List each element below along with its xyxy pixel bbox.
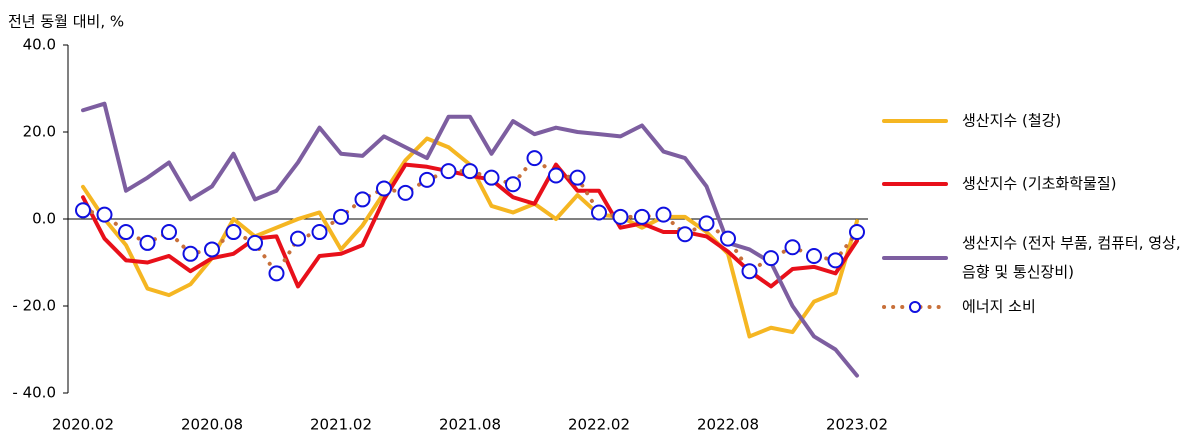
x-tick-label: 2022.08 <box>697 416 759 434</box>
y-tick-label: 20.0 <box>23 123 56 141</box>
legend-label: 생산지수 (철강) <box>962 111 1062 130</box>
data-point <box>677 226 693 243</box>
data-point <box>634 208 650 225</box>
legend-label: 에너지 소비 <box>962 297 1036 316</box>
legend-label: 생산지수 (전자 부품, 컴퓨터, 영상, 음향 및 통신장비) <box>962 234 1181 281</box>
series-line <box>81 101 859 378</box>
data-point <box>247 234 263 251</box>
x-tick-label: 2021.02 <box>310 416 372 434</box>
data-point <box>290 230 306 247</box>
data-point <box>376 180 392 197</box>
data-point <box>139 234 156 251</box>
data-point <box>440 163 457 180</box>
data-point <box>763 250 779 267</box>
data-point <box>311 224 328 241</box>
data-point <box>268 265 285 282</box>
data-point <box>505 176 521 193</box>
data-point <box>204 241 220 258</box>
data-point <box>698 215 715 232</box>
x-tick-label: 2021.08 <box>439 416 501 434</box>
data-point <box>591 204 607 221</box>
data-point <box>849 224 865 241</box>
x-tick-label: 2020.02 <box>52 416 114 434</box>
y-axis-title: 전년 동월 대비, % <box>8 13 124 31</box>
data-point <box>462 163 478 180</box>
data-point <box>354 191 371 208</box>
data-point <box>397 184 414 201</box>
y-tick-label: 40.0 <box>23 36 56 54</box>
data-point <box>569 169 586 186</box>
data-point <box>655 206 672 223</box>
data-point <box>741 263 758 280</box>
x-tick-label: 2020.08 <box>181 416 243 434</box>
y-tick-label: - 20.0 <box>12 297 56 315</box>
data-point <box>612 208 629 225</box>
data-point <box>96 206 113 223</box>
data-point <box>118 224 134 241</box>
y-tick-label: - 40.0 <box>12 384 56 402</box>
data-point <box>827 252 844 269</box>
y-tick-label: 0.0 <box>32 210 56 228</box>
data-point <box>806 247 822 264</box>
series-line <box>81 162 859 289</box>
data-point <box>784 239 801 256</box>
x-tick-label: 2022.02 <box>568 416 630 434</box>
data-point <box>526 150 543 167</box>
data-point <box>333 208 349 225</box>
x-tick-label: 2023.02 <box>826 416 888 434</box>
legend-label: 생산지수 (기초화학물질) <box>962 174 1117 193</box>
data-point <box>720 230 736 247</box>
data-point <box>225 224 242 241</box>
data-point <box>161 224 177 241</box>
data-point <box>75 202 91 219</box>
data-point <box>483 169 500 186</box>
legend-marker <box>909 301 921 313</box>
data-point <box>419 171 435 188</box>
data-point <box>548 167 564 184</box>
data-point <box>182 245 199 262</box>
